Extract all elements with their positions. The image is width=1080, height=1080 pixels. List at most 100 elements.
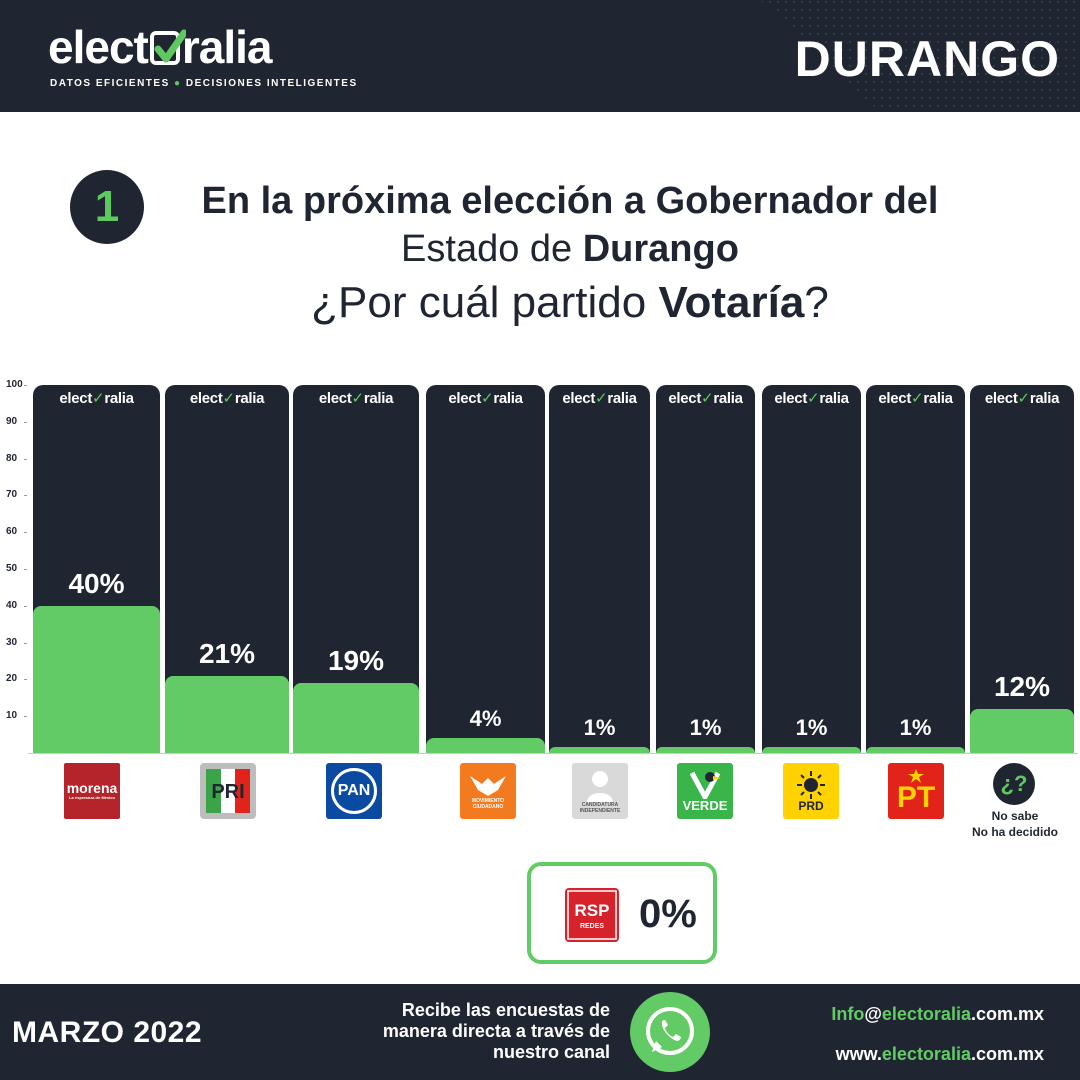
- pri-emblem: PRI: [200, 763, 256, 819]
- y-tick-label: 60: [6, 526, 18, 538]
- y-tick-mark: [24, 532, 27, 534]
- question-line-3-end: ?: [804, 278, 829, 327]
- tagline-right: DECISIONES INTELIGENTES: [185, 78, 358, 89]
- bar: [165, 675, 289, 753]
- toucan-icon: [689, 771, 721, 799]
- bar: [33, 605, 160, 753]
- email-domain: electoralia: [881, 1004, 971, 1024]
- check-icon: [149, 29, 186, 65]
- email-tld: .com.mx: [970, 1004, 1044, 1024]
- bar-column: elect✓ralia 1%: [656, 385, 755, 753]
- y-tick-mark: [24, 458, 27, 460]
- question-line-2-bold: Durango: [582, 228, 739, 270]
- bar-column: elect✓ralia 40%: [33, 385, 160, 753]
- bar-column: elect✓ralia 1%: [549, 385, 650, 753]
- y-tick-mark: [24, 679, 27, 681]
- brand-tagline: DATOS EFICIENTES ● DECISIONES INTELIGENT…: [50, 78, 358, 89]
- column-watermark: elect✓ralia: [774, 390, 849, 407]
- bar-column: elect✓ralia 21%: [165, 385, 289, 753]
- bar-value-label: 40%: [68, 567, 125, 599]
- brand-suffix: ralia: [181, 21, 273, 73]
- bar-value-label: 4%: [469, 706, 502, 732]
- bar: [549, 747, 650, 753]
- nosabe-label-line-1: No sabe: [991, 809, 1039, 823]
- nosabe-label: No sabe No ha decidido: [960, 808, 1070, 840]
- person-silhouette-icon: [587, 771, 613, 802]
- verde-logo-text: VERDE: [682, 798, 728, 813]
- rsp-logo-sub: REDES: [580, 923, 604, 930]
- header-bar: elect ralia DATOS EFICIENTES ● DECISIONES…: [0, 0, 1080, 112]
- cta-line-3: nuestro canal: [492, 1042, 610, 1062]
- email-at: @: [864, 1004, 882, 1024]
- y-tick-mark: [24, 495, 27, 497]
- column-watermark: elect✓ralia: [448, 390, 523, 407]
- brand-logo: elect ralia: [48, 22, 272, 72]
- eagle-icon: [470, 776, 506, 796]
- y-tick-label: 30: [6, 636, 18, 648]
- y-tick-label: 50: [6, 563, 18, 574]
- pan-logo-text: PAN: [331, 768, 377, 814]
- y-tick-label: 70: [6, 489, 18, 501]
- bar: [762, 747, 861, 753]
- independiente-logo: CANDIDATURA INDEPENDIENTE: [572, 763, 628, 819]
- header-dot-pattern: [760, 0, 1080, 112]
- email-user: Info: [831, 1004, 865, 1024]
- question-line-2: Estado de Durango: [150, 228, 990, 271]
- column-watermark: elect✓ralia: [318, 390, 394, 407]
- bar-value-label: 21%: [198, 637, 256, 669]
- bar: [656, 747, 755, 753]
- web-tld: .com.mx: [970, 1044, 1044, 1064]
- y-tick-mark: [24, 605, 27, 607]
- bar-value-label: 1%: [899, 715, 932, 740]
- question-line-3-bold: Votaría: [658, 278, 805, 327]
- bar-column: elect✓ralia 12%: [970, 385, 1074, 753]
- star-icon: [908, 769, 924, 783]
- brand-prefix: elect: [48, 21, 149, 73]
- channel-cta: Recibe las encuestas de manera directa a…: [320, 1000, 610, 1063]
- y-tick-mark: [24, 385, 27, 386]
- column-watermark: elect✓ralia: [562, 390, 637, 407]
- rsp-result-box: RSP REDES 0%: [527, 862, 717, 964]
- y-tick-mark: [24, 421, 27, 423]
- column-watermark: elect✓ralia: [984, 390, 1060, 407]
- bar-column: elect✓ralia 1%: [762, 385, 861, 753]
- cta-line-2: manera directa a través de: [382, 1021, 610, 1041]
- bar-value-label: 1%: [689, 715, 722, 740]
- y-tick-label: 10: [6, 710, 18, 722]
- question-number-badge: 1: [70, 170, 144, 244]
- bar: [426, 738, 545, 753]
- y-tick-mark: [24, 642, 27, 644]
- question-line-2-text: Estado de: [401, 228, 583, 270]
- nosabe-label-line-2: No ha decidido: [971, 825, 1058, 839]
- tagline-separator: ●: [174, 78, 182, 89]
- email-link[interactable]: Info@electoralia.com.mx: [831, 1004, 1044, 1025]
- verde-logo: VERDE: [677, 763, 733, 819]
- pri-logo-text: PRI: [211, 781, 244, 803]
- region-title: DURANGO: [794, 31, 1060, 87]
- rsp-value: 0%: [639, 892, 697, 936]
- column-watermark: elect✓ralia: [189, 390, 265, 407]
- y-tick-label: 20: [6, 673, 18, 685]
- column-watermark: elect✓ralia: [878, 390, 953, 407]
- question-line-1: En la próxima elección a Gobernador del: [201, 180, 939, 222]
- bar-column: elect✓ralia 1%: [866, 385, 965, 753]
- question-line-3: ¿Por cuál partido Votaría?: [120, 278, 1020, 328]
- tagline-left: DATOS EFICIENTES: [50, 78, 170, 89]
- bar-value-label: 12%: [993, 670, 1051, 702]
- bar: [866, 747, 965, 753]
- prd-logo-text: PRD: [798, 799, 824, 813]
- pt-logo-text: PT: [896, 781, 936, 814]
- sun-icon: [797, 771, 825, 799]
- web-domain: electoralia: [881, 1044, 971, 1064]
- bar: [970, 708, 1074, 753]
- bar-column: elect✓ralia 4%: [426, 385, 545, 753]
- website-link[interactable]: www.electoralia.com.mx: [836, 1044, 1044, 1065]
- cta-line-1: Recibe las encuestas de: [401, 1000, 610, 1020]
- y-tick-label: 90: [6, 415, 18, 427]
- footer-bar: MARZO 2022 Recibe las encuestas de maner…: [0, 984, 1080, 1080]
- y-tick-label: 100: [6, 379, 23, 390]
- rsp-logo-text: RSP: [575, 901, 610, 920]
- rsp-logo: RSP REDES: [565, 888, 619, 942]
- mc-logo: MOVIMIENTO CIUDADANO: [460, 763, 516, 819]
- whatsapp-icon[interactable]: [630, 992, 710, 1072]
